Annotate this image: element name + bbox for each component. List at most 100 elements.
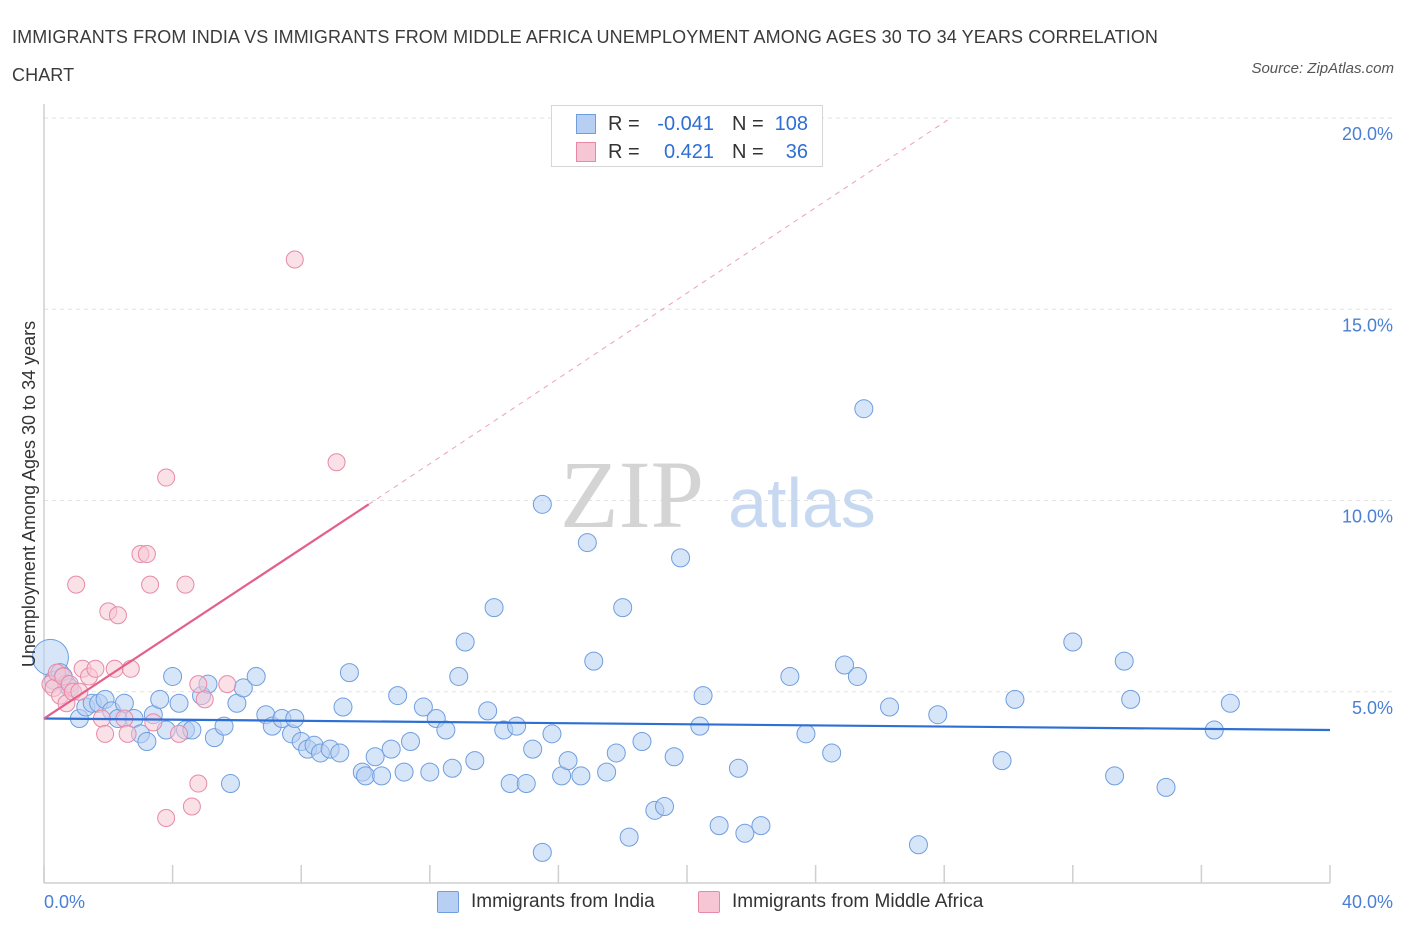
point-india [928, 705, 948, 725]
bottom-legend-africa: Immigrants from Middle Africa [698, 888, 983, 916]
point-india [465, 751, 485, 771]
point-africa [108, 606, 127, 625]
legend-n-value-africa: 36 [785, 140, 808, 163]
point-india [709, 816, 729, 836]
point-africa [189, 774, 208, 793]
point-africa [144, 713, 163, 732]
y-tick-label: 10.0% [1342, 507, 1393, 527]
point-india [847, 666, 867, 686]
point-india [442, 758, 462, 778]
trend-line-africa-extension [368, 117, 951, 505]
point-india [449, 666, 469, 686]
point-india [584, 651, 604, 671]
point-india [394, 762, 414, 782]
point-india [356, 766, 375, 786]
point-africa [157, 808, 176, 827]
x-tick-label-start: 0.0% [44, 892, 85, 912]
point-india [577, 533, 597, 553]
point-india [908, 835, 928, 855]
point-india [671, 548, 691, 568]
point-africa [189, 675, 208, 694]
point-india [613, 598, 633, 618]
point-india [246, 666, 266, 686]
grid-lines [44, 117, 1395, 693]
point-india [285, 709, 305, 729]
correlation-legend: R = -0.041 N = 108 R = 0.421 N = 36 [551, 105, 823, 167]
point-india [1121, 689, 1141, 709]
watermark-atlas: atlas [728, 464, 876, 542]
point-india [654, 797, 674, 816]
legend-r-value-africa: 0.421 [663, 140, 714, 163]
point-india [751, 816, 771, 836]
point-india [1220, 693, 1240, 713]
point-india [220, 774, 240, 794]
point-india [1005, 689, 1025, 709]
point-india [500, 774, 520, 794]
point-india [169, 693, 189, 713]
legend-n-label: N = [732, 112, 764, 135]
point-india [1063, 632, 1083, 652]
point-india [542, 724, 562, 744]
point-africa [218, 675, 237, 694]
point-africa [118, 724, 137, 743]
point-india [558, 751, 578, 771]
point-africa [141, 575, 160, 594]
legend-r-value-india: -0.041 [657, 112, 714, 135]
y-tick-label: 20.0% [1342, 124, 1393, 144]
bottom-legend-swatch-india [437, 891, 459, 913]
point-india [880, 697, 900, 717]
point-india [835, 655, 855, 675]
chart-title: IMMIGRANTS FROM INDIA VS IMMIGRANTS FROM… [12, 27, 1159, 85]
y-tick-label: 15.0% [1342, 315, 1393, 335]
point-india [992, 751, 1012, 771]
bottom-legend-label-india: Immigrants from India [471, 891, 655, 912]
point-africa [182, 797, 201, 816]
point-africa [121, 659, 140, 678]
bottom-legend-swatch-africa [698, 891, 720, 913]
bottom-legend-india: Immigrants from India [437, 888, 655, 916]
point-india [478, 701, 498, 721]
point-africa [70, 682, 89, 701]
point-india [822, 743, 842, 763]
source-label: Source: ZipAtlas.com [1251, 60, 1394, 77]
point-india [523, 739, 543, 759]
legend-r-label: R = [608, 140, 640, 163]
point-india [728, 758, 748, 778]
point-india [333, 697, 353, 717]
trend-line-africa [43, 503, 370, 720]
y-axis-label: Unemployment Among Ages 30 to 34 years [19, 321, 39, 667]
point-india [150, 689, 170, 709]
x-tick-label-end: 40.0% [1342, 892, 1393, 912]
point-india [330, 743, 350, 763]
point-africa [285, 250, 304, 269]
point-india [690, 716, 710, 736]
point-india [1105, 766, 1125, 786]
point-india [606, 743, 626, 763]
point-india [114, 693, 134, 713]
point-india [401, 731, 421, 751]
point-india [735, 823, 755, 843]
bottom-legend-label-africa: Immigrants from Middle Africa [732, 891, 984, 912]
point-africa [170, 724, 189, 743]
point-india [214, 716, 234, 736]
point-india [484, 598, 504, 618]
point-india [780, 666, 800, 686]
trend-line-india [43, 717, 1331, 732]
point-africa [86, 659, 105, 678]
point-india [507, 716, 527, 736]
axes [43, 104, 1331, 884]
legend-n-value-india: 108 [774, 112, 808, 135]
point-india [381, 739, 401, 759]
point-india [420, 762, 440, 782]
point-africa [195, 690, 214, 709]
watermark-zip: ZIP [560, 441, 704, 548]
point-india [693, 686, 713, 706]
point-india [1156, 777, 1176, 797]
legend-swatch-india [576, 114, 596, 134]
point-africa [327, 453, 346, 472]
point-africa [137, 545, 156, 564]
point-africa [176, 575, 195, 594]
point-india [532, 842, 552, 862]
point-india [137, 731, 157, 751]
